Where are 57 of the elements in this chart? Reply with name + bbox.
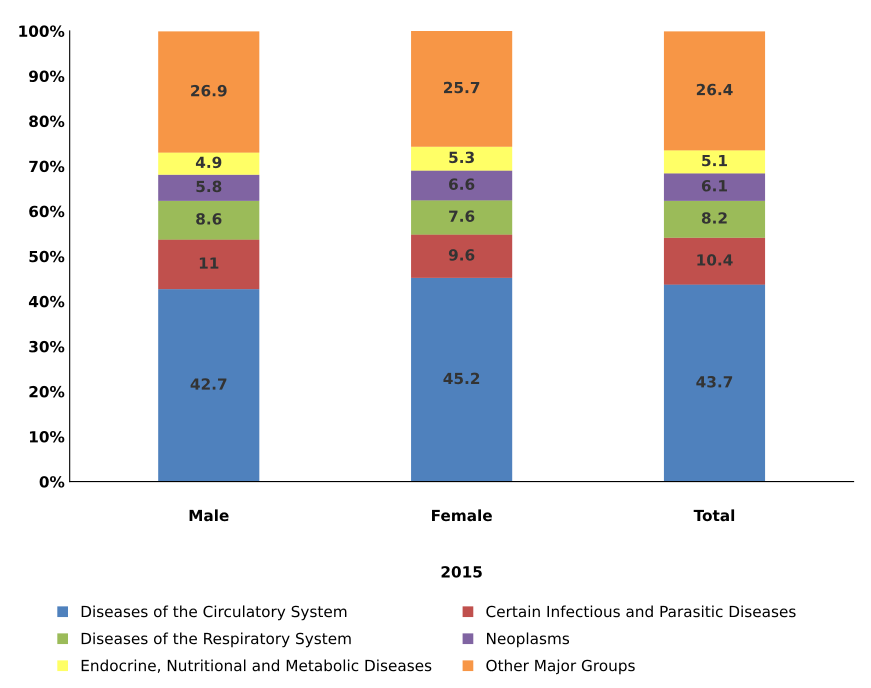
legend-label: Diseases of the Circulatory System (82, 605, 346, 620)
bar (411, 146, 512, 171)
x-tick-label: Male (190, 509, 229, 522)
bar (158, 240, 260, 290)
data-label: 11 (200, 257, 218, 269)
legend-label: Diseases of the Respiratory System (82, 632, 351, 648)
bar (664, 150, 766, 174)
y-tick-label: 30% (29, 340, 64, 352)
x-axis-title: 2015 (442, 566, 482, 578)
y-tick-label: 40% (28, 296, 64, 308)
data-label: 4.9 (196, 156, 222, 168)
data-label: 5.1 (702, 154, 727, 166)
legend-label: Neoplasms (487, 632, 570, 648)
bar (158, 200, 260, 240)
y-tick-label: 100% (19, 25, 64, 37)
bar (158, 152, 260, 175)
data-label: 10.4 (697, 254, 733, 266)
data-label: 9.6 (448, 249, 474, 261)
bar (411, 200, 512, 235)
data-label: 5.8 (196, 180, 222, 192)
bar (411, 170, 512, 200)
data-label: 8.6 (196, 213, 222, 225)
data-label: 6.6 (449, 178, 474, 190)
legend-label: Endocrine, Nutritional and Metabolic Diseases (82, 659, 432, 673)
data-label: 25.7 (444, 82, 480, 94)
data-label: 6.1 (702, 180, 727, 192)
y-tick-label: 20% (29, 386, 64, 398)
data-label: 45.2 (443, 372, 480, 384)
bar (411, 234, 512, 278)
data-label: 5.3 (449, 152, 474, 164)
bar (664, 173, 766, 201)
data-label: 26.9 (191, 84, 227, 96)
y-tick-label: 90% (29, 70, 64, 82)
x-tick-label: Total (694, 509, 734, 522)
bar (158, 31, 260, 153)
bar (664, 200, 766, 238)
data-label: 8.2 (702, 212, 727, 224)
bar (411, 278, 512, 482)
data-label: 42.7 (190, 378, 226, 390)
x-tick-label: Female (432, 509, 492, 522)
data-label: 26.4 (696, 84, 733, 96)
legend-label: Certain Infectious and Parasitic Diseases (486, 605, 796, 618)
bar (158, 174, 260, 201)
y-tick-label: 60% (29, 206, 64, 218)
y-tick-label: 80% (29, 116, 64, 128)
y-tick-label: 10% (30, 431, 64, 443)
bar (411, 30, 512, 147)
bar (664, 284, 766, 482)
data-label: 7.6 (449, 210, 474, 222)
y-tick-label: 70% (29, 160, 64, 172)
bar (664, 31, 766, 150)
y-tick-label: 0% (40, 476, 64, 488)
legend-label: Other Major Groups (486, 659, 635, 674)
y-tick-label: 50% (29, 250, 64, 262)
bar (664, 238, 766, 285)
data-label: 43.7 (696, 376, 732, 388)
bar (158, 289, 260, 482)
